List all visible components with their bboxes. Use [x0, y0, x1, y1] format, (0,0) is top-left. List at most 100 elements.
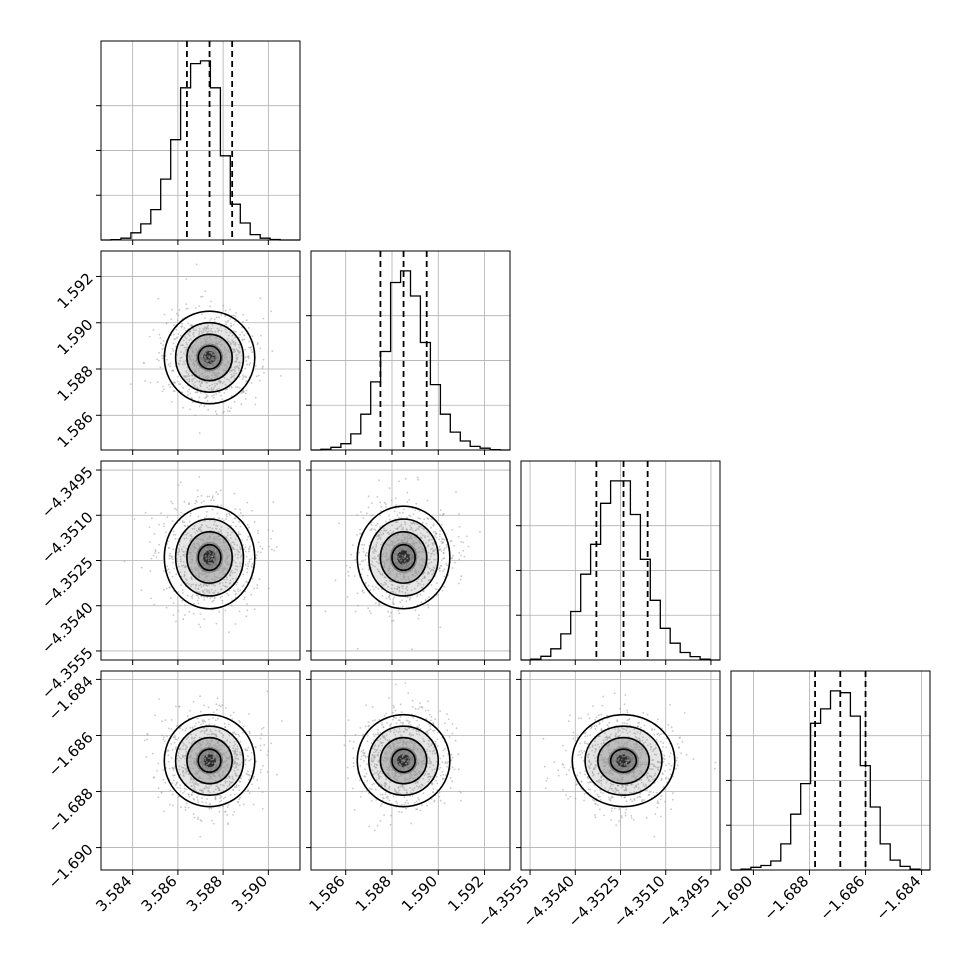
scatter-point	[212, 388, 215, 391]
scatter-point	[205, 751, 208, 754]
scatter-point	[383, 501, 386, 504]
scatter-point	[352, 757, 355, 759]
scatter-point	[414, 748, 417, 750]
scatter-point	[200, 723, 202, 726]
scatter-point	[190, 583, 193, 586]
scatter-point	[388, 594, 391, 596]
scatter-point	[438, 545, 441, 548]
scatter-point	[443, 538, 446, 541]
scatter-point	[376, 541, 378, 544]
scatter-point	[212, 717, 215, 719]
scatter-point	[204, 787, 207, 789]
scatter-point	[372, 551, 374, 553]
scatter-point	[440, 550, 443, 552]
scatter-point	[423, 518, 426, 521]
scatter-point	[415, 541, 418, 544]
scatter-point	[372, 747, 375, 750]
scatter-point	[213, 541, 215, 544]
scatter-point	[221, 736, 224, 739]
scatter-point	[226, 531, 229, 534]
scatter-point	[234, 786, 236, 789]
scatter-point	[191, 578, 193, 581]
scatter-point	[209, 540, 212, 542]
scatter-point	[387, 569, 389, 571]
scatter-point	[213, 538, 216, 541]
scatter-point	[382, 548, 385, 550]
scatter-point	[192, 331, 195, 334]
scatter-point	[220, 394, 222, 397]
scatter-point	[397, 555, 400, 558]
scatter-point	[200, 403, 203, 406]
scatter-point	[207, 757, 210, 759]
scatter-point	[359, 532, 361, 535]
scatter-point	[178, 363, 181, 366]
scatter-point	[226, 321, 229, 323]
scatter-point	[234, 743, 237, 746]
scatter-point	[212, 767, 215, 770]
scatter-point	[247, 327, 250, 329]
scatter-point	[179, 787, 182, 789]
scatter-point	[238, 780, 241, 783]
scatter-point	[205, 769, 207, 771]
scatter-point	[422, 584, 425, 586]
scatter-point	[240, 554, 243, 557]
scatter-point	[214, 557, 217, 559]
scatter-point	[422, 777, 424, 780]
scatter-point	[401, 735, 404, 737]
scatter-point	[167, 540, 169, 543]
scatter-point	[190, 338, 192, 340]
scatter-point	[227, 334, 230, 337]
scatter-point	[203, 582, 205, 585]
scatter-point	[188, 388, 191, 391]
scatter-point	[397, 547, 399, 550]
scatter-point	[190, 743, 193, 745]
scatter-point	[396, 528, 399, 530]
scatter-point	[229, 741, 231, 744]
scatter-point	[240, 392, 243, 395]
scatter-point	[594, 802, 596, 805]
scatter-point	[234, 320, 236, 323]
scatter-point	[206, 395, 209, 397]
scatter-point	[205, 532, 208, 535]
scatter-point	[409, 763, 412, 766]
scatter-point	[210, 588, 213, 591]
scatter-point	[429, 570, 432, 572]
scatter-point	[442, 777, 444, 780]
scatter-point	[184, 757, 186, 760]
scatter-point	[418, 564, 420, 566]
scatter-point	[364, 768, 366, 771]
scatter-point	[192, 550, 195, 552]
scatter-point	[384, 555, 387, 558]
scatter-point	[457, 768, 460, 771]
scatter-point	[416, 772, 418, 775]
scatter-point	[420, 786, 422, 788]
scatter-point	[376, 755, 379, 757]
scatter-point	[192, 813, 195, 815]
scatter-point	[390, 532, 393, 535]
scatter-point	[402, 557, 405, 560]
scatter-point	[577, 754, 579, 756]
scatter-point	[354, 610, 357, 613]
scatter-point	[236, 565, 239, 568]
scatter-point	[259, 551, 262, 554]
scatter-point	[404, 752, 407, 754]
scatter-point	[236, 757, 239, 760]
scatter-point	[253, 521, 256, 523]
scatter-point	[170, 318, 173, 320]
scatter-point	[362, 591, 365, 594]
scatter-point	[643, 799, 645, 801]
scatter-point	[232, 375, 235, 378]
scatter-point	[233, 492, 236, 495]
scatter-point	[211, 527, 214, 530]
scatter-point	[657, 732, 660, 735]
scatter-point	[377, 570, 380, 573]
scatter-point	[378, 479, 381, 482]
scatter-point	[324, 610, 327, 613]
scatter-point	[374, 602, 377, 605]
scatter-point	[422, 740, 425, 742]
scatter-point	[186, 343, 189, 346]
scatter-point	[381, 584, 384, 587]
scatter-point	[189, 755, 192, 757]
scatter-point	[196, 380, 199, 382]
scatter-point	[196, 391, 199, 393]
